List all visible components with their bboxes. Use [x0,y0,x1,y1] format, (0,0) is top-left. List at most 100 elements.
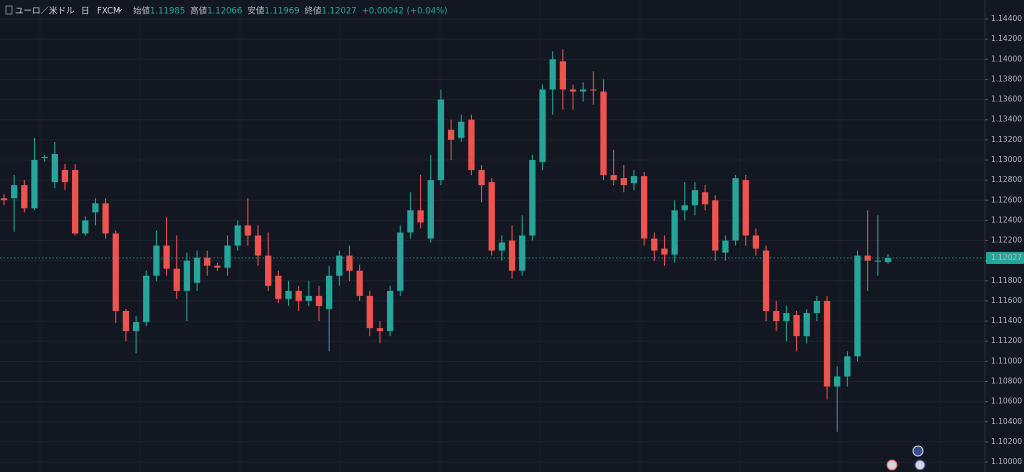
candle-body [722,240,729,253]
candle-body [325,275,333,309]
candle-body [31,159,38,209]
candle-body [813,300,821,314]
candle-body [844,356,851,377]
candle-body [132,322,140,332]
candle-body [610,175,617,181]
ohlc-value: 1.12027 [322,7,357,17]
candle-body [549,59,556,90]
candle-body [265,255,272,286]
y-tick-label: 1.11800 [991,276,1022,285]
candle-body [305,295,312,301]
candle-body [41,156,48,158]
candle-body [590,89,597,91]
candle-body [519,235,526,271]
last-price-label: 1.12027 [991,253,1022,262]
source-dropdown[interactable] [117,8,123,12]
menu-icon[interactable] [5,5,13,15]
candle-body [569,89,577,92]
y-tick-label: 1.13200 [991,135,1022,144]
event-icon[interactable] [914,459,926,471]
y-tick-label: 1.10000 [991,457,1022,466]
header: ユーロ／米ドル 日 FXCM 始値 1.11985 高値 1.12066 安値 1.119… [5,5,447,17]
candle-body [478,170,485,186]
y-tick-label: 1.14400 [991,14,1022,23]
candle-body [427,180,434,239]
candle-body [661,248,668,255]
candle-body [295,290,302,301]
candle-body [580,89,587,92]
candle-body [11,185,18,199]
candle-body [204,257,211,266]
candle-body [122,311,130,332]
bottom-icons [886,445,926,471]
candle-body [559,61,567,90]
candle-body [285,290,292,299]
interval: 日 [81,7,90,17]
candle-body [762,250,770,312]
candle-body [315,295,323,306]
candle-body [356,270,363,296]
ohlc-label: 高値 [190,6,208,17]
candles [0,49,985,432]
y-tick-label: 1.10400 [991,417,1022,426]
ohlc-label: 終値 [305,6,323,17]
candle-body [71,170,79,234]
y-tick-label: 1.14200 [991,34,1022,43]
y-tick-label: 1.12800 [991,175,1022,184]
candle-body [82,220,89,234]
candle-body [417,210,424,223]
y-tick-label: 1.13600 [991,95,1022,104]
y-tick-label: 1.11400 [991,316,1022,325]
candle-body [783,313,790,322]
candle-body [620,178,627,186]
candle-body [712,200,719,251]
candle-body [803,313,810,337]
candle-body [529,159,536,236]
candle-body [600,91,607,176]
y-tick-label: 1.11200 [991,336,1022,345]
candle-body [244,225,252,236]
ohlc-value: 1.12066 [207,7,242,17]
ohlc-label: 始値 [133,6,151,17]
candle-body [671,210,678,255]
y-tick-label: 1.10600 [991,397,1022,406]
y-tick-label: 1.11000 [991,356,1022,365]
candle-body [630,176,638,184]
candle-body [681,205,688,211]
candle-body [397,232,404,291]
candle-body [183,260,191,291]
candle-body [539,89,546,162]
candle-body [488,182,495,251]
candle-body [823,300,831,387]
candle-body [793,315,800,337]
candle-body [254,235,262,256]
candle-body [498,242,506,251]
last-price-box [986,251,1024,264]
candle-body [163,245,170,269]
candle-body [407,210,414,233]
candle-body [447,129,455,140]
candle-body [458,121,465,138]
y-tick-label: 1.13400 [991,115,1022,124]
candle-body [275,275,282,299]
ohlc-header: 始値 1.11985 高値 1.12066 安値 1.11969 終値 1.12027 +0.0… [133,6,447,17]
candle-body [752,235,760,249]
change: +0.00042 (+0.04%) [362,7,448,17]
y-tick-label: 1.11600 [991,296,1022,305]
candle-body [51,153,58,183]
candle-body [61,170,69,183]
candle-body [732,178,739,241]
candle-body [21,185,28,209]
candle-body [834,376,841,387]
candle-body [651,238,658,251]
ohlc-label: 安値 [247,6,265,17]
event-icon[interactable] [912,445,924,457]
price-axis: 1.10000 1.10200 1.10400 1.10600 1.10800 1.110… [985,14,1024,466]
candle-body [742,180,749,236]
y-tick-label: 1.12200 [991,236,1022,245]
y-tick-label: 1.10800 [991,376,1022,385]
candle-body [92,203,99,213]
event-icon[interactable] [886,459,898,471]
candle-body [112,233,119,312]
